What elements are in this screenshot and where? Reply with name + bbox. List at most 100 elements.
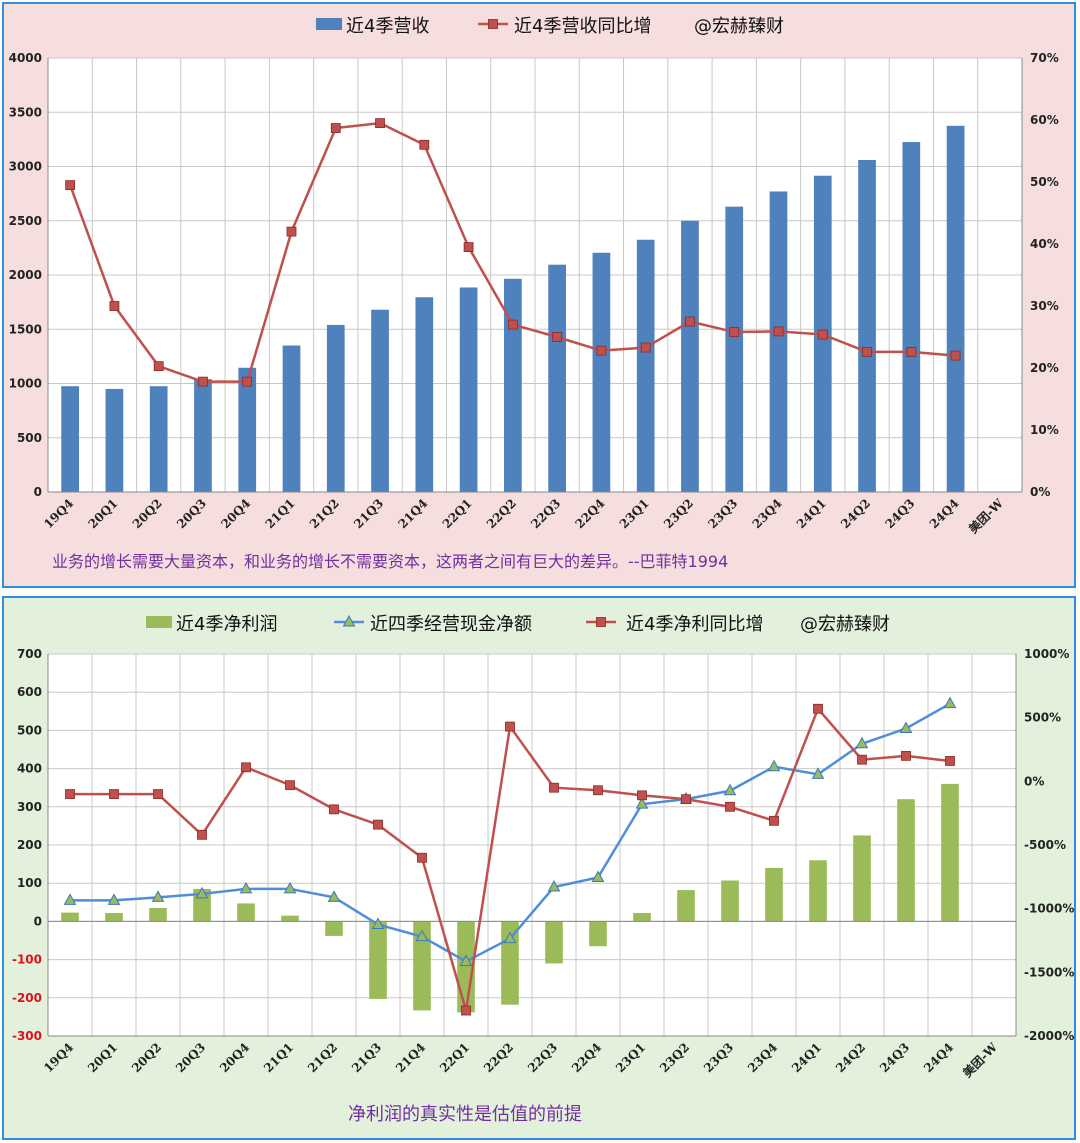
right-tick-label: 1000%	[1024, 647, 1069, 661]
data-point	[375, 118, 385, 128]
x-tick-label: 21Q4	[393, 1040, 428, 1075]
x-tick-label: 22Q4	[573, 496, 608, 531]
bar	[809, 860, 827, 922]
data-point	[151, 890, 165, 902]
data-point	[943, 696, 957, 709]
data-point	[242, 376, 253, 387]
data-point	[109, 301, 120, 311]
left-tick-label: 1000	[9, 377, 42, 391]
data-point	[685, 316, 695, 327]
x-tick-label: 23Q4	[750, 496, 785, 531]
line-series-1	[63, 696, 957, 967]
left-tick-label: 1500	[9, 322, 42, 336]
bar	[765, 867, 783, 922]
line-series-1	[65, 118, 961, 387]
bar	[897, 799, 915, 922]
x-tick-label: 19Q4	[41, 1040, 76, 1075]
x-axis-labels: 19Q4 20Q1 20Q2 20Q3 20Q4 21Q1 21Q2 21Q3 21Q4 22Q1…	[41, 1039, 1000, 1080]
left-tick-label: -100	[12, 953, 42, 967]
x-tick-label: 23Q3	[701, 1040, 736, 1075]
bar	[326, 324, 345, 492]
data-point	[285, 780, 295, 791]
data-point	[241, 762, 251, 773]
bar	[238, 367, 257, 492]
data-point	[817, 329, 828, 340]
data-point	[769, 815, 779, 826]
x-tick-label: 23Q4	[745, 1040, 780, 1075]
left-tick-label: 0	[34, 485, 42, 499]
x-tick-label: 22Q1	[437, 1040, 472, 1075]
data-point	[153, 361, 164, 372]
data-point	[283, 881, 297, 894]
line-series-2	[65, 703, 955, 1016]
bar	[721, 880, 739, 922]
bar	[548, 264, 566, 492]
data-point	[906, 346, 917, 357]
x-tick-label: 20Q3	[173, 1040, 208, 1075]
x-axis-labels: 19Q4 20Q1 20Q2 20Q3 20Q4 21Q1 21Q2 21Q3 21Q4 22Q1…	[41, 495, 1006, 536]
bar	[413, 921, 431, 1011]
data-point	[593, 785, 603, 796]
bar	[858, 159, 876, 493]
x-tick-label: 23Q2	[661, 496, 696, 531]
bar	[592, 252, 611, 492]
bar	[902, 142, 921, 492]
bar	[105, 388, 124, 492]
x-tick-label: 21Q3	[351, 496, 386, 531]
right-tick-label: 20%	[1030, 361, 1059, 375]
left-tick-label: 0	[34, 914, 42, 928]
left-tick-label: 700	[17, 647, 42, 661]
data-point	[109, 789, 119, 799]
data-point	[195, 886, 209, 899]
x-tick-label: 20Q1	[85, 1040, 120, 1075]
data-point	[415, 929, 429, 942]
data-point	[637, 790, 647, 801]
bar	[194, 379, 212, 492]
data-point	[461, 1005, 471, 1016]
data-point	[813, 703, 823, 714]
x-tick-label: 21Q3	[349, 1040, 384, 1075]
left-tick-label: -300	[12, 1029, 42, 1043]
x-tick-label: 24Q1	[794, 496, 829, 531]
x-tick-label: 23Q1	[617, 496, 652, 531]
data-point	[811, 767, 825, 779]
legend-swatch-bar	[316, 18, 342, 30]
profit-chart: -300 -200 -100 0 100 200 300 400 500 600 700 -2000%…	[12, 614, 1074, 1125]
data-point	[417, 852, 427, 863]
bar	[681, 220, 699, 492]
data-point	[729, 327, 740, 337]
bar	[325, 921, 343, 936]
right-tick-label: -1500%	[1024, 965, 1074, 979]
data-point	[107, 893, 121, 905]
revenue-chart-panel: 0 500 1000 1500 2000 2500 3000 3500 4000 0% 10% 20%…	[2, 2, 1076, 588]
profit-chart-panel: -300 -200 -100 0 100 200 300 400 500 600 700 -2000%…	[2, 596, 1076, 1140]
data-point	[862, 346, 872, 357]
legend-label: @宏赫臻财	[694, 16, 784, 37]
right-tick-label: 60%	[1030, 113, 1059, 127]
data-point	[463, 242, 474, 253]
x-tick-label: 20Q4	[217, 1040, 252, 1075]
chart-annotation: 业务的增长需要大量资本，和业务的增长不需要资本，这两者之间有巨大的差异。--巴菲…	[52, 552, 728, 571]
data-point	[459, 954, 473, 967]
left-tick-label: 600	[17, 685, 42, 699]
x-tick-label: 24Q3	[882, 496, 917, 531]
right-tick-label: -500%	[1024, 838, 1066, 852]
x-tick-label: 20Q1	[86, 496, 121, 531]
data-point	[773, 326, 784, 337]
left-tick-label: -200	[12, 991, 42, 1005]
bar	[61, 912, 79, 922]
left-tick-label: 100	[17, 876, 42, 890]
x-tick-label: 20Q2	[129, 1040, 164, 1075]
data-point	[330, 123, 341, 133]
legend-swatch-bar	[146, 616, 172, 628]
data-point	[549, 782, 559, 793]
legend-label: @宏赫臻财	[800, 614, 890, 635]
data-point	[329, 804, 339, 815]
bar	[633, 912, 651, 922]
left-tick-label: 3000	[9, 160, 42, 174]
x-tick-label: 24Q2	[838, 496, 873, 531]
data-point	[198, 376, 208, 387]
data-point	[635, 797, 649, 809]
data-point	[505, 721, 515, 732]
right-tick-label: 0%	[1030, 485, 1050, 499]
